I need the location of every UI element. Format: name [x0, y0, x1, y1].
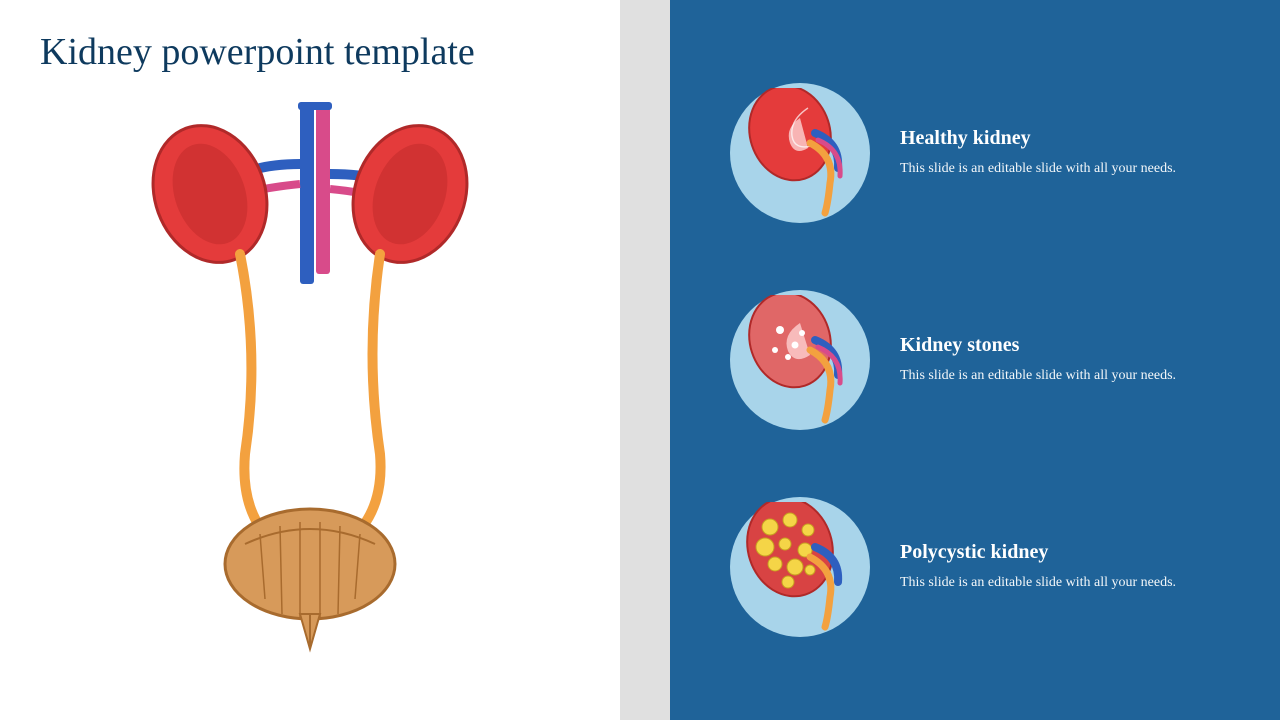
info-text: Polycystic kidney This slide is an edita…	[900, 541, 1176, 593]
vertical-divider	[620, 0, 670, 720]
info-desc: This slide is an editable slide with all…	[900, 365, 1176, 386]
info-title: Kidney stones	[900, 334, 1176, 357]
info-desc: This slide is an editable slide with all…	[900, 572, 1176, 593]
page-title: Kidney powerpoint template	[40, 30, 580, 74]
info-text: Kidney stones This slide is an editable …	[900, 334, 1176, 386]
info-item-healthy: Healthy kidney This slide is an editable…	[730, 83, 1240, 223]
polycystic-kidney-icon	[730, 497, 870, 637]
urinary-system-icon	[130, 94, 490, 654]
info-title: Polycystic kidney	[900, 541, 1176, 564]
info-title: Healthy kidney	[900, 127, 1176, 150]
right-panel: Healthy kidney This slide is an editable…	[670, 0, 1280, 720]
info-text: Healthy kidney This slide is an editable…	[900, 127, 1176, 179]
info-item-polycystic: Polycystic kidney This slide is an edita…	[730, 497, 1240, 637]
info-item-stones: Kidney stones This slide is an editable …	[730, 290, 1240, 430]
info-desc: This slide is an editable slide with all…	[900, 158, 1176, 179]
healthy-kidney-icon	[730, 83, 870, 223]
kidney-stones-icon	[730, 290, 870, 430]
left-panel: Kidney powerpoint template	[0, 0, 620, 720]
urinary-system-diagram	[40, 94, 580, 654]
